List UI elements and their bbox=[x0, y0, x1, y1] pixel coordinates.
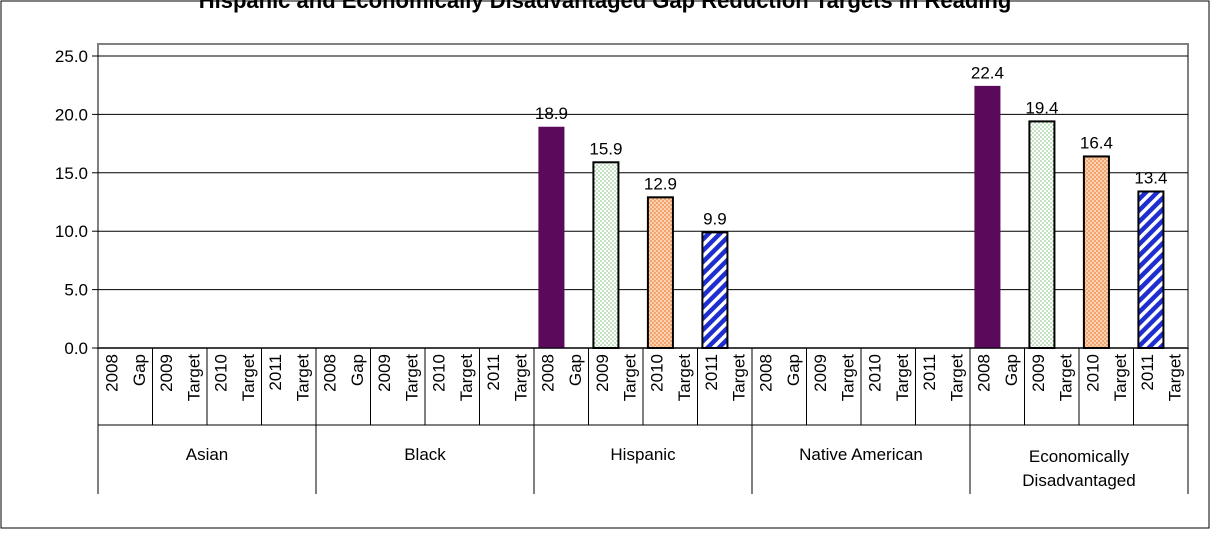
x-group-label: Hispanic bbox=[610, 445, 676, 464]
data-label: 12.9 bbox=[644, 174, 677, 193]
bar-economically-disadvantaged-2008-gap bbox=[974, 85, 1001, 349]
bar-hispanic-2010-target bbox=[646, 196, 674, 349]
x-tick-label: Gap bbox=[1002, 354, 1021, 386]
x-tick-label: Target bbox=[620, 354, 639, 402]
x-tick-label: 2011 bbox=[266, 354, 285, 391]
x-group-label: Asian bbox=[186, 445, 229, 464]
x-tick-label: Target bbox=[838, 354, 857, 402]
x-tick-label: Target bbox=[1111, 354, 1130, 402]
x-group-label: Native American bbox=[799, 445, 923, 464]
data-label: 15.9 bbox=[589, 139, 622, 158]
y-tick-label: 5.0 bbox=[64, 281, 88, 300]
x-tick-label: Target bbox=[239, 354, 258, 402]
x-tick-label: Target bbox=[511, 354, 530, 402]
x-tick-label: Target bbox=[402, 354, 421, 402]
y-tick-label: 10.0 bbox=[55, 222, 88, 241]
x-tick-label: Target bbox=[729, 354, 748, 402]
x-tick-label: 2011 bbox=[484, 354, 503, 391]
x-tick-label: 2009 bbox=[157, 354, 176, 392]
x-tick-label: 2009 bbox=[811, 354, 830, 392]
x-tick-label: Gap bbox=[566, 354, 585, 386]
x-tick-label: 2011 bbox=[920, 354, 939, 391]
x-tick-label: Target bbox=[1056, 354, 1075, 402]
x-tick-label: 2010 bbox=[866, 354, 885, 392]
x-tick-label: 2009 bbox=[593, 354, 612, 392]
bar-hispanic-2009-target bbox=[592, 161, 620, 349]
x-tick-label: Target bbox=[457, 354, 476, 402]
y-tick-label: 20.0 bbox=[55, 105, 88, 124]
plot-area-border bbox=[97, 43, 1189, 349]
x-tick-label: Target bbox=[1165, 354, 1184, 402]
x-tick-label: Gap bbox=[348, 354, 367, 386]
x-tick-label: 2010 bbox=[212, 354, 231, 392]
x-tick-label: 2011 bbox=[702, 354, 721, 391]
x-group-label: Economically bbox=[1029, 447, 1130, 466]
x-tick-label: 2008 bbox=[757, 354, 776, 392]
x-tick-label: 2009 bbox=[1029, 354, 1048, 392]
x-tick-label: Target bbox=[675, 354, 694, 402]
data-label: 13.4 bbox=[1134, 168, 1167, 187]
x-group-label-line2: Disadvantaged bbox=[1022, 471, 1135, 490]
y-tick-label: 15.0 bbox=[55, 164, 88, 183]
x-tick-label: Target bbox=[947, 354, 966, 402]
y-tick-label: 25.0 bbox=[55, 47, 88, 66]
x-tick-label: 2011 bbox=[1138, 354, 1157, 391]
x-tick-label: 2008 bbox=[103, 354, 122, 392]
bar-economically-disadvantaged-2009-target bbox=[1028, 120, 1056, 349]
data-label: 22.4 bbox=[971, 63, 1004, 82]
bar-economically-disadvantaged-2011-target bbox=[1137, 190, 1165, 349]
x-group-label: Black bbox=[404, 445, 446, 464]
data-label: 19.4 bbox=[1025, 98, 1058, 117]
bar-hispanic-2008-gap bbox=[538, 126, 565, 349]
data-label: 9.9 bbox=[703, 209, 727, 228]
x-tick-label: Gap bbox=[130, 354, 149, 386]
x-tick-label: 2008 bbox=[975, 354, 994, 392]
x-tick-label: 2008 bbox=[539, 354, 558, 392]
bar-hispanic-2011-target bbox=[701, 231, 729, 349]
x-tick-label: 2010 bbox=[648, 354, 667, 392]
x-tick-label: 2010 bbox=[430, 354, 449, 392]
y-tick-label: 0.0 bbox=[64, 339, 88, 358]
x-tick-label: 2008 bbox=[321, 354, 340, 392]
x-tick-label: Target bbox=[293, 354, 312, 402]
x-tick-label: 2009 bbox=[375, 354, 394, 392]
x-tick-label: Gap bbox=[784, 354, 803, 386]
chart-title: Hispanic and Economically Disadvantaged … bbox=[198, 0, 1012, 13]
bar-economically-disadvantaged-2010-target bbox=[1082, 155, 1110, 349]
x-tick-label: Target bbox=[184, 354, 203, 402]
data-label: 16.4 bbox=[1080, 133, 1113, 152]
data-label: 18.9 bbox=[535, 104, 568, 123]
x-tick-label: 2010 bbox=[1084, 354, 1103, 392]
x-tick-label: Target bbox=[893, 354, 912, 402]
